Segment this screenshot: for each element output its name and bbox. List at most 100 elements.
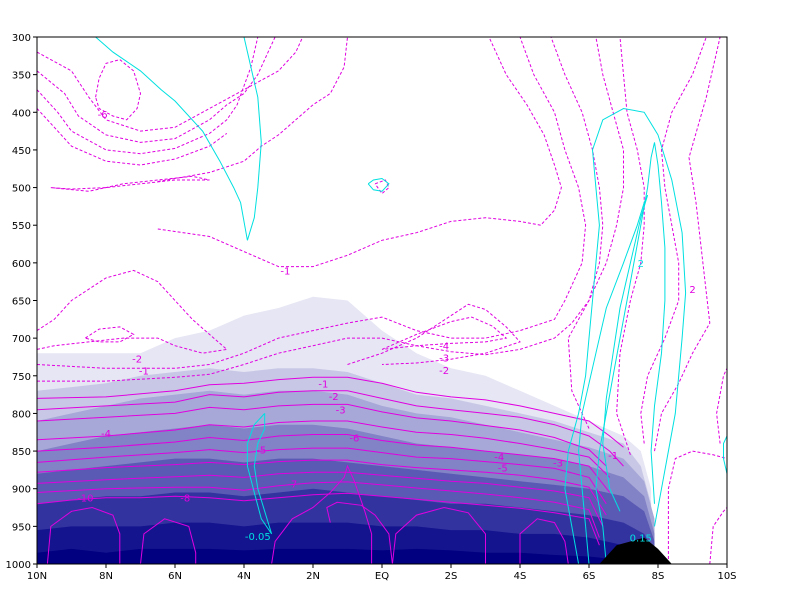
contour-label-22: -7: [287, 479, 297, 490]
shading-level-8: [37, 548, 624, 564]
y-tick-label: 400: [12, 108, 31, 119]
y-tick-label: 300: [12, 33, 31, 44]
x-tick-label: 2N: [306, 571, 320, 582]
magenta-contour-4: [36, 108, 228, 166]
y-tick-label: 650: [12, 297, 31, 308]
contour-label-4: 2: [689, 285, 695, 296]
magenta-contour-11: [85, 326, 135, 343]
cyan-contour-7: [723, 435, 728, 474]
x-tick-label: 4S: [514, 571, 527, 582]
contour-label-23: -0.05: [245, 532, 271, 543]
y-tick-label: 850: [12, 447, 31, 458]
contour-label-14: -5: [256, 446, 266, 457]
y-tick-label: 450: [12, 146, 31, 157]
axis-layer: 300 350 400 450 500 550 600 650 700 750 800 850 900 9…: [6, 33, 737, 582]
cyan-contour-layer: [95, 36, 728, 565]
magenta-contour-layer: [36, 36, 728, 565]
magenta-contour-15: [381, 316, 508, 350]
terrain-mask: [599, 537, 672, 564]
magenta-contour-26: [36, 420, 611, 478]
y-tick-label: 1000: [6, 560, 31, 571]
contour-label-15: -6: [349, 434, 359, 445]
y-tick-label: 900: [12, 485, 31, 496]
magenta-contour-19: [654, 36, 721, 452]
magenta-contour-6: [157, 36, 348, 182]
terrain-layer: [599, 537, 672, 564]
y-tick-label: 500: [12, 184, 31, 195]
magenta-contour-30: [36, 471, 604, 527]
magenta-contour-27: [36, 434, 611, 493]
y-tick-label: 600: [12, 259, 31, 270]
contour-label-17: -5: [498, 464, 508, 475]
magenta-contour-16: [567, 36, 624, 429]
x-tick-label: 8N: [99, 571, 113, 582]
magenta-contour-13: [37, 36, 604, 382]
contour-label-18: -3: [553, 458, 563, 469]
magenta-contour-35: [271, 464, 373, 565]
y-tick-label: 550: [12, 221, 31, 232]
contour-label-21: -8: [180, 494, 190, 505]
y-tick-label: 750: [12, 372, 31, 383]
contour-label-10: -1: [318, 379, 328, 390]
magenta-contour-37: [391, 506, 486, 565]
magenta-contour-29: [36, 459, 607, 516]
contour-label-5: -2: [132, 355, 142, 366]
magenta-contour-2: [36, 36, 276, 143]
magenta-contour-34: [140, 518, 197, 565]
magenta-contour-22: [716, 368, 728, 444]
magenta-contour-7: [95, 59, 142, 121]
magenta-contour-3: [36, 36, 259, 155]
cyan-contour-2: [367, 177, 390, 192]
x-tick-label: 4N: [237, 571, 251, 582]
cyan-contour-6: [578, 194, 649, 565]
magenta-contour-17: [616, 36, 645, 455]
magenta-contour-5: [50, 175, 210, 192]
magenta-contour-18: [640, 36, 707, 444]
y-tick-label: 350: [12, 71, 31, 82]
x-tick-label: 2S: [445, 571, 458, 582]
contour-label-13: -4: [101, 429, 111, 440]
contour-label-3: 2: [638, 259, 644, 270]
x-tick-label: EQ: [375, 571, 389, 582]
contour-label-1: -6: [98, 110, 108, 121]
contour-label-7: -4: [439, 342, 449, 353]
magenta-contour-28: [36, 447, 607, 505]
magenta-contour-9: [157, 36, 562, 268]
magenta-contour-21: [709, 507, 728, 565]
x-tick-label: 6S: [583, 571, 596, 582]
magenta-contour-31: [36, 481, 600, 538]
magenta-contour-23: [36, 376, 624, 448]
magenta-contour-12: [36, 36, 587, 369]
cyan-contour-4: [564, 107, 687, 565]
magenta-contour-25: [36, 403, 607, 467]
magenta-contour-36: [326, 501, 393, 565]
magenta-contour-38: [519, 518, 569, 565]
magenta-contour-20: [667, 450, 728, 564]
x-tick-label: 8S: [652, 571, 665, 582]
magenta-contour-33: [46, 506, 121, 565]
contour-label-11: -2: [329, 392, 339, 403]
contour-label-2: -1: [280, 266, 290, 277]
contour-label-layer: -6-122-2-1-4-3-2-1-2-3-4-5-6-4-5 -3-1-10-…: [77, 110, 696, 545]
contour-label-9: -2: [439, 366, 449, 377]
x-tick-label: 10S: [717, 571, 736, 582]
magenta-contour-32: [36, 492, 600, 546]
magenta-contour-8: [36, 269, 228, 354]
contour-label-19: -1: [608, 451, 618, 462]
x-tick-label: 10N: [27, 571, 47, 582]
contour-label-8: -3: [439, 354, 449, 365]
y-tick-label: 950: [12, 522, 31, 533]
magenta-contour-14: [347, 303, 521, 365]
x-tick-label: 6N: [168, 571, 182, 582]
magenta-contour-1: [36, 36, 304, 132]
magenta-contour-10: [374, 179, 390, 195]
cyan-contour-5: [595, 142, 666, 565]
contour-label-24: 0.15: [630, 534, 652, 545]
contour-label-6: -1: [139, 367, 149, 378]
contour-label-20: -10: [77, 494, 93, 505]
contour-label-16: -4: [494, 452, 504, 463]
cyan-contour-1: [95, 36, 262, 241]
contour-label-12: -3: [336, 406, 346, 417]
cyan-contour-3: [246, 413, 273, 535]
